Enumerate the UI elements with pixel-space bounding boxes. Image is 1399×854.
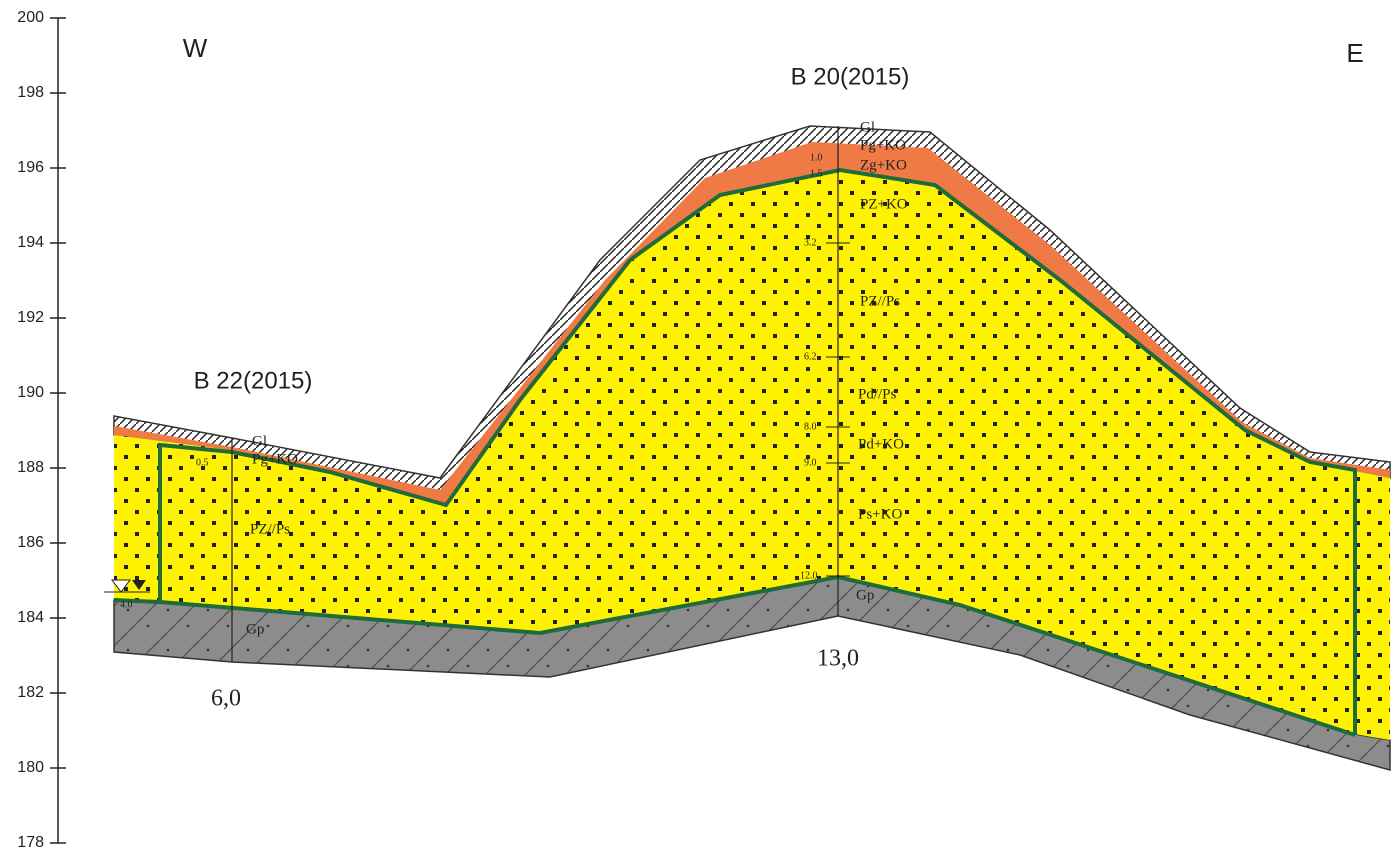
tick-label: 178 (17, 834, 44, 851)
clay-layer (114, 142, 1390, 505)
layer-label: Gl (252, 433, 267, 449)
layer-label: Pd//Ps (858, 386, 897, 402)
total-depth: 6,0 (211, 686, 241, 712)
tick-label: 196 (17, 159, 44, 176)
tick-label: 184 (17, 609, 44, 626)
water-symbol (132, 580, 146, 590)
tick-label: 182 (17, 684, 44, 701)
borehole-name: B 22(2015) (194, 367, 313, 394)
tick-label: 198 (17, 84, 44, 101)
tick-label: 192 (17, 309, 44, 326)
depth-label: 0.5 (196, 457, 209, 468)
layer-label: PZ//Ps (250, 521, 290, 537)
tick-label: 188 (17, 459, 44, 476)
tick-label: 180 (17, 759, 44, 776)
tick-label: 190 (17, 384, 44, 401)
layer-label: PZ//Ps (860, 293, 900, 309)
depth-ticks (826, 242, 850, 577)
depth-label: 6.2 (804, 351, 817, 362)
layer-label: Gp (856, 587, 874, 603)
layer-label: Ps+KO (858, 506, 902, 522)
layer-label: Zg+KO (860, 157, 907, 173)
depth-label: 4.0 (120, 599, 133, 610)
tick-label: 194 (17, 234, 44, 251)
boundary-line (158, 167, 1357, 735)
layer-label: Pd+KO (858, 436, 904, 452)
depth-label: 1.0 (810, 152, 823, 163)
depth-label: 1.5 (810, 168, 823, 179)
depth-label: 3.2 (804, 237, 817, 248)
sand-layer (114, 170, 1390, 740)
tick-label: 200 (17, 9, 44, 26)
layer-label: Pg+KO (252, 451, 298, 467)
total-depth: 13,0 (817, 646, 859, 672)
water-symbol (111, 579, 131, 593)
boundary-line (113, 574, 1356, 737)
depth-label: 12.0 (800, 570, 818, 581)
depth-label: 8.0 (804, 421, 817, 432)
direction: W (183, 33, 208, 63)
layer-label: Gl (860, 119, 875, 135)
axis: 200 198 196 194 192 190 188 186 184 182 180 178 (17, 9, 66, 851)
depth-label: 9.0 (804, 457, 817, 468)
tick-label: 186 (17, 534, 44, 551)
layer-labels: Gl Pg+KO PZ//Ps Gp 0.5 4.0 Gl Pg+KO Zg+K… (120, 119, 908, 637)
layer-label: Gp (246, 621, 264, 637)
layer-label: PZ+KO (860, 196, 908, 212)
borehole-name: B 20(2015) (791, 63, 910, 90)
layer-label: Pg+KO (860, 137, 906, 153)
layers (104, 125, 1391, 771)
direction: E (1346, 38, 1363, 68)
